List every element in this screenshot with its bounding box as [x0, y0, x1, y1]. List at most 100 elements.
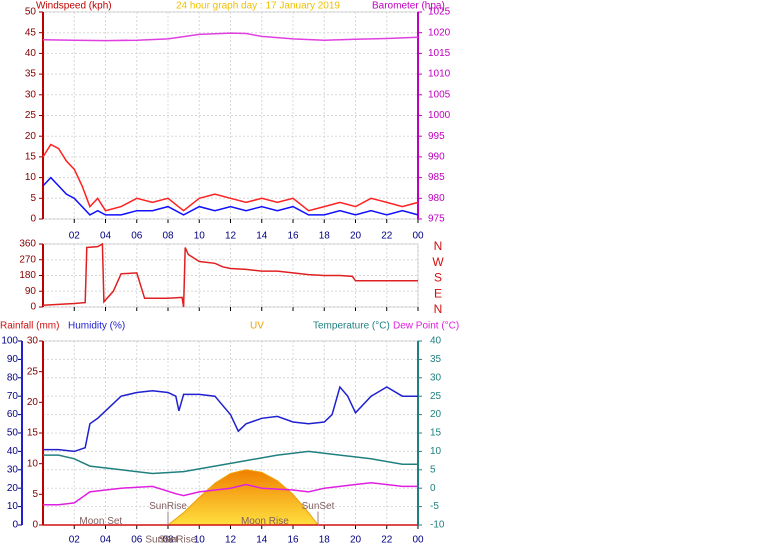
y-tick-label: 1010 — [428, 69, 451, 80]
x-tick-label: 22 — [381, 231, 393, 242]
x-tick-label: 06 — [131, 231, 143, 242]
series-line — [42, 176, 419, 216]
y-tick-label: 30 — [25, 89, 37, 100]
y-tick-label: 30 — [430, 372, 442, 383]
y-tick-label: 20 — [430, 409, 442, 420]
x-tick-label: 20 — [350, 231, 362, 242]
event-label: SunRise — [149, 501, 187, 512]
y-tick-label: 0 — [30, 302, 36, 313]
y-tick-label: 25 — [25, 110, 37, 121]
y-tick-label: 60 — [7, 409, 19, 420]
x-tick-label: 06 — [131, 535, 143, 544]
x-tick-label: 22 — [381, 535, 393, 544]
series-line — [43, 481, 418, 506]
y-tick-label: 35 — [430, 354, 442, 365]
x-tick-label: 04 — [100, 535, 112, 544]
y-tick-label: 1015 — [428, 48, 451, 59]
compass-label: N — [434, 239, 443, 253]
x-tick-label: 16 — [287, 231, 299, 242]
y-tick-label: 10 — [27, 458, 39, 469]
x-tick-label: 18 — [319, 535, 331, 544]
x-tick-label: 10 — [194, 231, 206, 242]
legend-label: Rainfall (mm) — [0, 321, 59, 332]
x-tick-label: 02 — [69, 535, 81, 544]
x-tick-label: 12 — [225, 231, 237, 242]
y-tick-label: 0 — [12, 520, 18, 531]
x-tick-label: 08 — [162, 231, 174, 242]
x-tick-label: 14 — [256, 535, 268, 544]
y-tick-label: 0 — [430, 483, 436, 494]
x-tick-label: 00 — [412, 231, 424, 242]
y-tick-label: 5 — [32, 489, 38, 500]
uv-area — [166, 469, 320, 526]
y-tick-label: 30 — [27, 336, 39, 347]
legend-label: Temperature (°C) — [313, 321, 390, 332]
y-tick-label: 90 — [25, 286, 37, 297]
y-tick-label: 50 — [25, 7, 37, 18]
compass-label: N — [434, 302, 443, 316]
y-tick-label: 10 — [430, 446, 442, 457]
y-tick-label: 360 — [19, 239, 36, 250]
legend-label: Dew Point (°C) — [393, 321, 459, 332]
legend-label: Humidity (%) — [68, 321, 125, 332]
x-tick-label: 20 — [350, 535, 362, 544]
graph-background — [0, 0, 465, 544]
y-tick-label: 980 — [428, 193, 445, 204]
y-tick-label: 975 — [428, 214, 445, 225]
y-tick-label: 1025 — [428, 7, 451, 18]
y-tick-label: 10 — [7, 501, 19, 512]
x-tick-label: 04 — [100, 231, 112, 242]
series-line — [42, 143, 419, 212]
compass-label: S — [434, 271, 442, 285]
y-tick-label: 100 — [1, 336, 18, 347]
event-label: SunSet — [145, 535, 178, 544]
x-tick-label: 10 — [194, 535, 206, 544]
y-tick-label: 995 — [428, 131, 445, 142]
y-tick-label: 90 — [7, 354, 19, 365]
y-tick-label: 40 — [25, 48, 37, 59]
y-tick-label: 20 — [27, 397, 39, 408]
compass-label: W — [432, 255, 444, 269]
y-tick-label: 25 — [430, 391, 442, 402]
y-tick-label: 0 — [32, 520, 38, 531]
y-tick-label: 5 — [430, 464, 436, 475]
y-axis-label: Windspeed (kph) — [36, 1, 112, 12]
y-tick-label: 1005 — [428, 89, 451, 100]
y-tick-label: 35 — [25, 69, 37, 80]
y-tick-label: 20 — [7, 483, 19, 494]
x-tick-label: 16 — [287, 535, 299, 544]
x-tick-label: 08 — [162, 535, 174, 544]
series-line — [43, 450, 418, 475]
y-tick-label: 1000 — [428, 110, 451, 121]
y-tick-label: 45 — [25, 27, 37, 38]
y-tick-label: 50 — [7, 428, 19, 439]
event-label: Moon Set — [79, 516, 122, 527]
x-tick-label: 02 — [69, 231, 81, 242]
y2-axis-label: Barometer (hpa) — [372, 1, 445, 12]
event-label: SunRise — [158, 535, 196, 544]
y-tick-label: 270 — [19, 254, 36, 265]
y-tick-label: 985 — [428, 172, 445, 183]
legend-label: UV — [250, 321, 264, 332]
y-tick-label: 990 — [428, 152, 445, 163]
y-tick-label: 15 — [430, 428, 442, 439]
series-line — [42, 32, 419, 42]
y-tick-label: 30 — [7, 464, 19, 475]
y-tick-label: -5 — [430, 501, 439, 512]
y-tick-label: 40 — [430, 336, 442, 347]
y-tick-label: 80 — [7, 372, 19, 383]
y-tick-label: 1020 — [428, 27, 451, 38]
series-line — [43, 385, 418, 453]
event-label: SunSet — [302, 501, 335, 512]
y-tick-label: 5 — [30, 193, 36, 204]
y-tick-label: 180 — [19, 270, 36, 281]
y-tick-label: 20 — [25, 131, 37, 142]
event-label: Moon Rise — [241, 516, 289, 527]
y-tick-label: 70 — [7, 391, 19, 402]
x-tick-label: 18 — [319, 231, 331, 242]
y-tick-label: 10 — [25, 172, 37, 183]
y-tick-label: 15 — [27, 428, 39, 439]
y-tick-label: 15 — [25, 152, 37, 163]
x-tick-label: 00 — [412, 535, 424, 544]
